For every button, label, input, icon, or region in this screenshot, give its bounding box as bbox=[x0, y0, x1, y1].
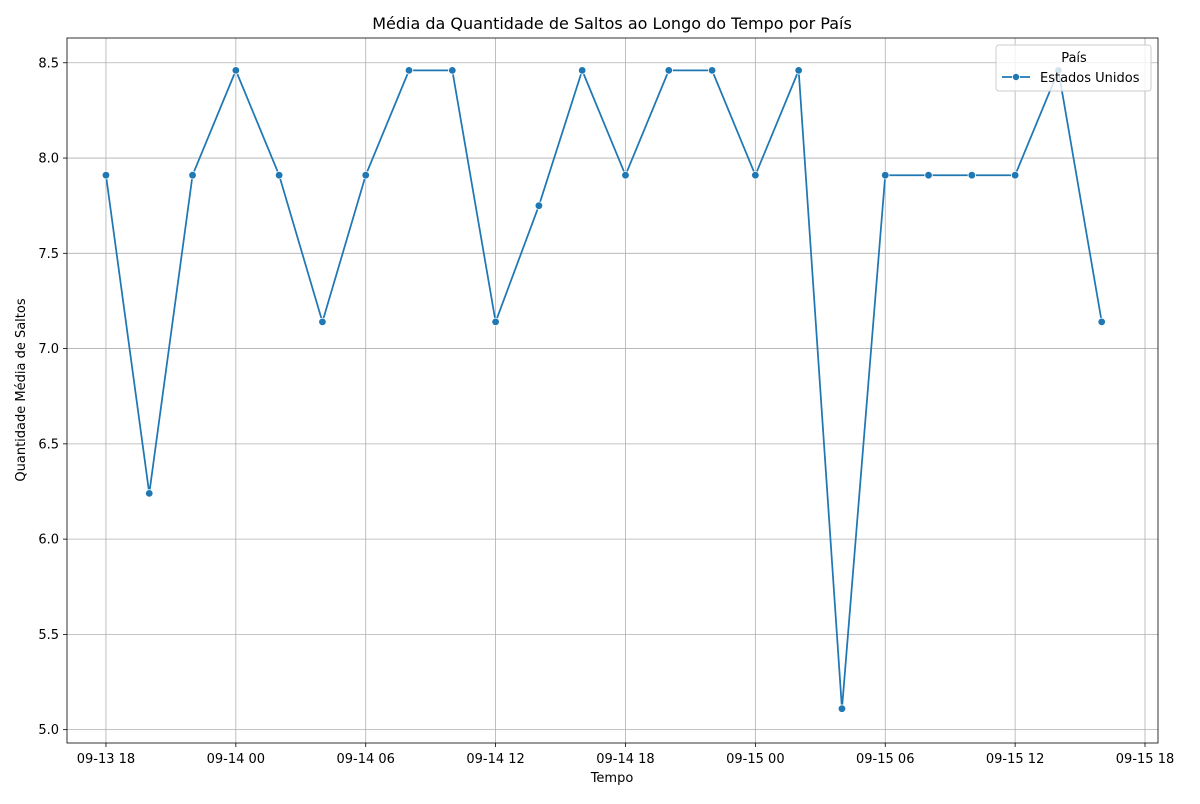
data-point bbox=[318, 317, 327, 327]
x-tick-label: 09-15 00 bbox=[726, 752, 784, 767]
x-tick-label: 09-15 12 bbox=[986, 752, 1044, 767]
y-tick-label: 5.0 bbox=[38, 723, 59, 738]
x-tick-label: 09-14 12 bbox=[466, 752, 524, 767]
y-tick-label: 6.5 bbox=[38, 437, 59, 452]
y-tick-label: 7.5 bbox=[38, 247, 59, 262]
data-point bbox=[188, 170, 197, 180]
x-tick-label: 09-14 06 bbox=[336, 752, 394, 767]
data-point bbox=[577, 66, 587, 75]
data-point bbox=[1097, 317, 1106, 327]
y-tick-label: 8.0 bbox=[38, 152, 59, 167]
data-point bbox=[967, 170, 977, 180]
data-point bbox=[1010, 170, 1020, 180]
data-point bbox=[274, 170, 284, 180]
legend-entry-label: Estados Unidos bbox=[1040, 71, 1140, 86]
grid-lines bbox=[67, 38, 1158, 743]
data-point bbox=[145, 489, 154, 498]
y-tick-label: 7.0 bbox=[38, 342, 59, 357]
data-point bbox=[751, 170, 760, 180]
legend-swatch-marker bbox=[1012, 73, 1021, 82]
data-point bbox=[621, 170, 630, 180]
x-tick-label: 09-15 06 bbox=[856, 752, 914, 767]
data-point bbox=[231, 66, 241, 75]
x-tick-label: 09-14 00 bbox=[207, 752, 265, 767]
data-point bbox=[837, 704, 847, 713]
y-tick-label: 8.5 bbox=[38, 56, 59, 71]
y-tick-label: 6.0 bbox=[38, 533, 59, 548]
data-point bbox=[534, 201, 544, 210]
data-point bbox=[664, 66, 673, 75]
chart-title: Média da Quantidade de Saltos ao Longo d… bbox=[372, 14, 852, 33]
x-tick-label: 09-13 18 bbox=[77, 752, 135, 767]
data-point bbox=[794, 66, 803, 75]
data-point bbox=[707, 66, 717, 75]
x-tick-label: 09-15 18 bbox=[1116, 752, 1174, 767]
data-point bbox=[404, 66, 414, 75]
x-tick-label: 09-14 18 bbox=[596, 752, 654, 767]
data-point bbox=[361, 170, 370, 180]
data-point bbox=[448, 66, 457, 75]
data-point bbox=[101, 170, 111, 180]
series-line-0 bbox=[105, 69, 1103, 710]
legend-title: País bbox=[1061, 51, 1087, 66]
data-point bbox=[491, 317, 500, 327]
series-group bbox=[101, 66, 1106, 713]
x-axis-label: Tempo bbox=[590, 771, 634, 786]
legend-frame bbox=[995, 44, 1152, 92]
y-axis-label: Quantidade Média de Saltos bbox=[14, 298, 29, 481]
y-tick-label: 5.5 bbox=[38, 628, 59, 643]
data-point bbox=[881, 170, 890, 180]
plot-frame bbox=[66, 37, 1159, 744]
legend: País Estados Unidos bbox=[995, 44, 1152, 92]
data-point bbox=[924, 170, 933, 180]
axes: 09-13 18 09-14 00 09-14 06 09-14 12 09-14 18… bbox=[38, 37, 1174, 767]
